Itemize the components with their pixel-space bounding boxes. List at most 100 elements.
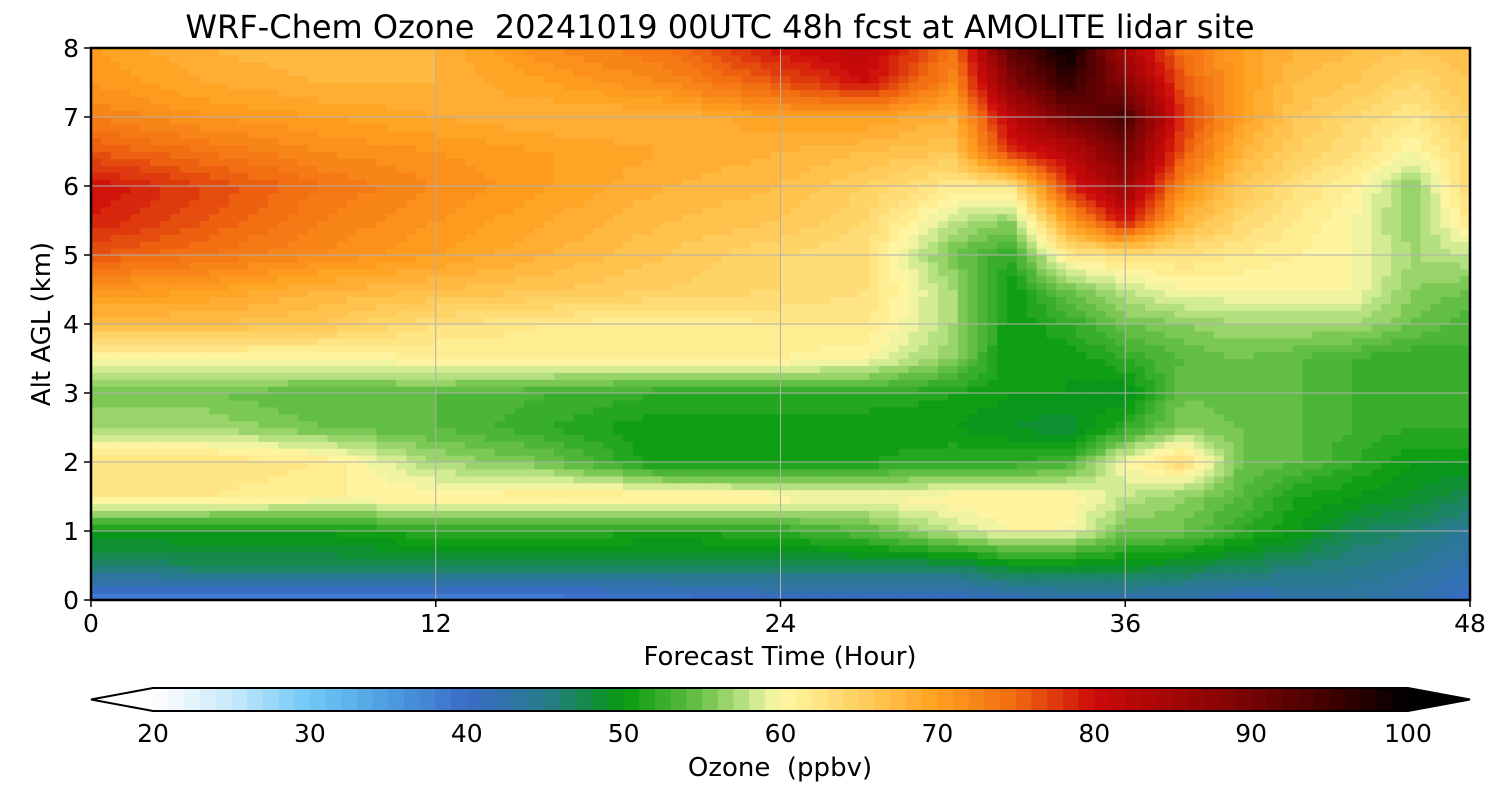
heatmap-cell xyxy=(701,441,713,449)
heatmap-cell xyxy=(425,496,437,504)
heatmap-cell xyxy=(386,496,397,504)
heatmap-cell xyxy=(445,510,457,518)
heatmap-cell xyxy=(1213,579,1225,587)
heatmap-cell xyxy=(573,427,585,435)
heatmap-cell xyxy=(1381,386,1392,394)
heatmap-cell xyxy=(810,462,821,470)
heatmap-cell xyxy=(1135,524,1146,532)
heatmap-cell xyxy=(770,517,782,525)
heatmap-cell xyxy=(1351,565,1363,573)
heatmap-cell xyxy=(1351,524,1363,532)
heatmap-cell xyxy=(514,579,525,587)
heatmap-cell xyxy=(1243,386,1254,394)
heatmap-cell xyxy=(189,517,200,525)
heatmap-cell xyxy=(238,393,250,401)
heatmap-cell xyxy=(1115,462,1126,470)
heatmap-cell xyxy=(238,365,250,373)
heatmap-cell xyxy=(938,351,949,360)
heatmap-cell xyxy=(1243,448,1254,456)
heatmap-cell xyxy=(1144,379,1156,387)
heatmap-cell xyxy=(1391,544,1402,553)
heatmap-cell xyxy=(632,537,644,546)
heatmap-cell xyxy=(238,558,250,567)
heatmap-cell xyxy=(1007,468,1018,477)
heatmap-cell xyxy=(701,358,713,366)
heatmap-cell xyxy=(1263,393,1274,401)
heatmap-cell xyxy=(1263,379,1274,387)
heatmap-cell xyxy=(475,393,486,401)
heatmap-cell xyxy=(682,517,693,525)
heatmap-cell xyxy=(1361,482,1373,491)
heatmap-cell xyxy=(1391,586,1402,594)
heatmap-cell xyxy=(839,448,851,456)
heatmap-cell xyxy=(1036,544,1048,553)
heatmap-cell xyxy=(928,586,939,594)
heatmap-cell xyxy=(169,579,181,587)
heatmap-cell xyxy=(425,455,437,463)
heatmap-cell xyxy=(603,531,614,539)
heatmap-cell xyxy=(1282,434,1294,442)
heatmap-cell xyxy=(396,386,407,394)
heatmap-cell xyxy=(396,462,407,470)
heatmap-cell xyxy=(1450,572,1461,580)
heatmap-cell xyxy=(622,558,634,567)
heatmap-cell xyxy=(583,565,594,573)
heatmap-cell xyxy=(1341,496,1353,504)
heatmap-cell xyxy=(485,379,496,387)
heatmap-cell xyxy=(494,468,506,477)
heatmap-cell xyxy=(967,448,979,456)
heatmap-cell xyxy=(317,496,328,504)
heatmap-cell xyxy=(1460,489,1470,498)
heatmap-cell xyxy=(1450,358,1461,366)
heatmap-cell xyxy=(1322,448,1333,456)
heatmap-cell xyxy=(701,468,713,477)
heatmap-cell xyxy=(228,475,240,484)
heatmap-cell xyxy=(1332,551,1343,560)
heatmap-cell xyxy=(258,358,269,366)
heatmap-cell xyxy=(928,537,939,546)
heatmap-cell xyxy=(603,489,614,498)
heatmap-cell xyxy=(189,393,200,401)
heatmap-cell xyxy=(238,524,250,532)
heatmap-cell xyxy=(100,406,112,415)
heatmap-cell xyxy=(839,413,851,422)
heatmap-cell xyxy=(435,489,447,498)
heatmap-cell xyxy=(859,379,870,387)
heatmap-cell xyxy=(356,475,368,484)
heatmap-cell xyxy=(691,565,703,573)
heatmap-cell xyxy=(1341,482,1353,491)
heatmap-cell xyxy=(120,544,131,553)
heatmap-cell xyxy=(435,455,447,463)
heatmap-cell xyxy=(435,517,447,525)
heatmap-cell xyxy=(1302,593,1313,600)
heatmap-cell xyxy=(1243,475,1254,484)
heatmap-cell xyxy=(1125,503,1136,511)
heatmap-cell xyxy=(514,427,525,435)
heatmap-cell xyxy=(130,537,141,546)
heatmap-cell xyxy=(1302,551,1313,560)
heatmap-cell xyxy=(1026,365,1038,373)
heatmap-cell xyxy=(337,586,348,594)
heatmap-cell xyxy=(1401,448,1412,456)
heatmap-cell xyxy=(1460,572,1470,580)
heatmap-cell xyxy=(376,524,388,532)
heatmap-cell xyxy=(741,427,752,435)
heatmap-cell xyxy=(159,420,171,429)
heatmap-cell xyxy=(179,531,191,539)
heatmap-cell xyxy=(997,579,1008,587)
heatmap-cell xyxy=(288,462,299,470)
heatmap-cell xyxy=(1371,455,1382,463)
heatmap-cell xyxy=(1184,496,1195,504)
heatmap-cell xyxy=(199,365,210,373)
heatmap-cell xyxy=(1204,434,1215,442)
heatmap-cell xyxy=(938,365,949,373)
heatmap-cell xyxy=(622,510,634,518)
heatmap-cell xyxy=(228,365,240,373)
heatmap-cell xyxy=(1223,572,1235,580)
heatmap-cell xyxy=(780,586,791,594)
heatmap-cell xyxy=(1184,406,1195,415)
heatmap-cell xyxy=(721,420,732,429)
heatmap-cell xyxy=(1204,565,1215,573)
heatmap-cell xyxy=(1174,579,1185,587)
heatmap-cell xyxy=(967,489,979,498)
